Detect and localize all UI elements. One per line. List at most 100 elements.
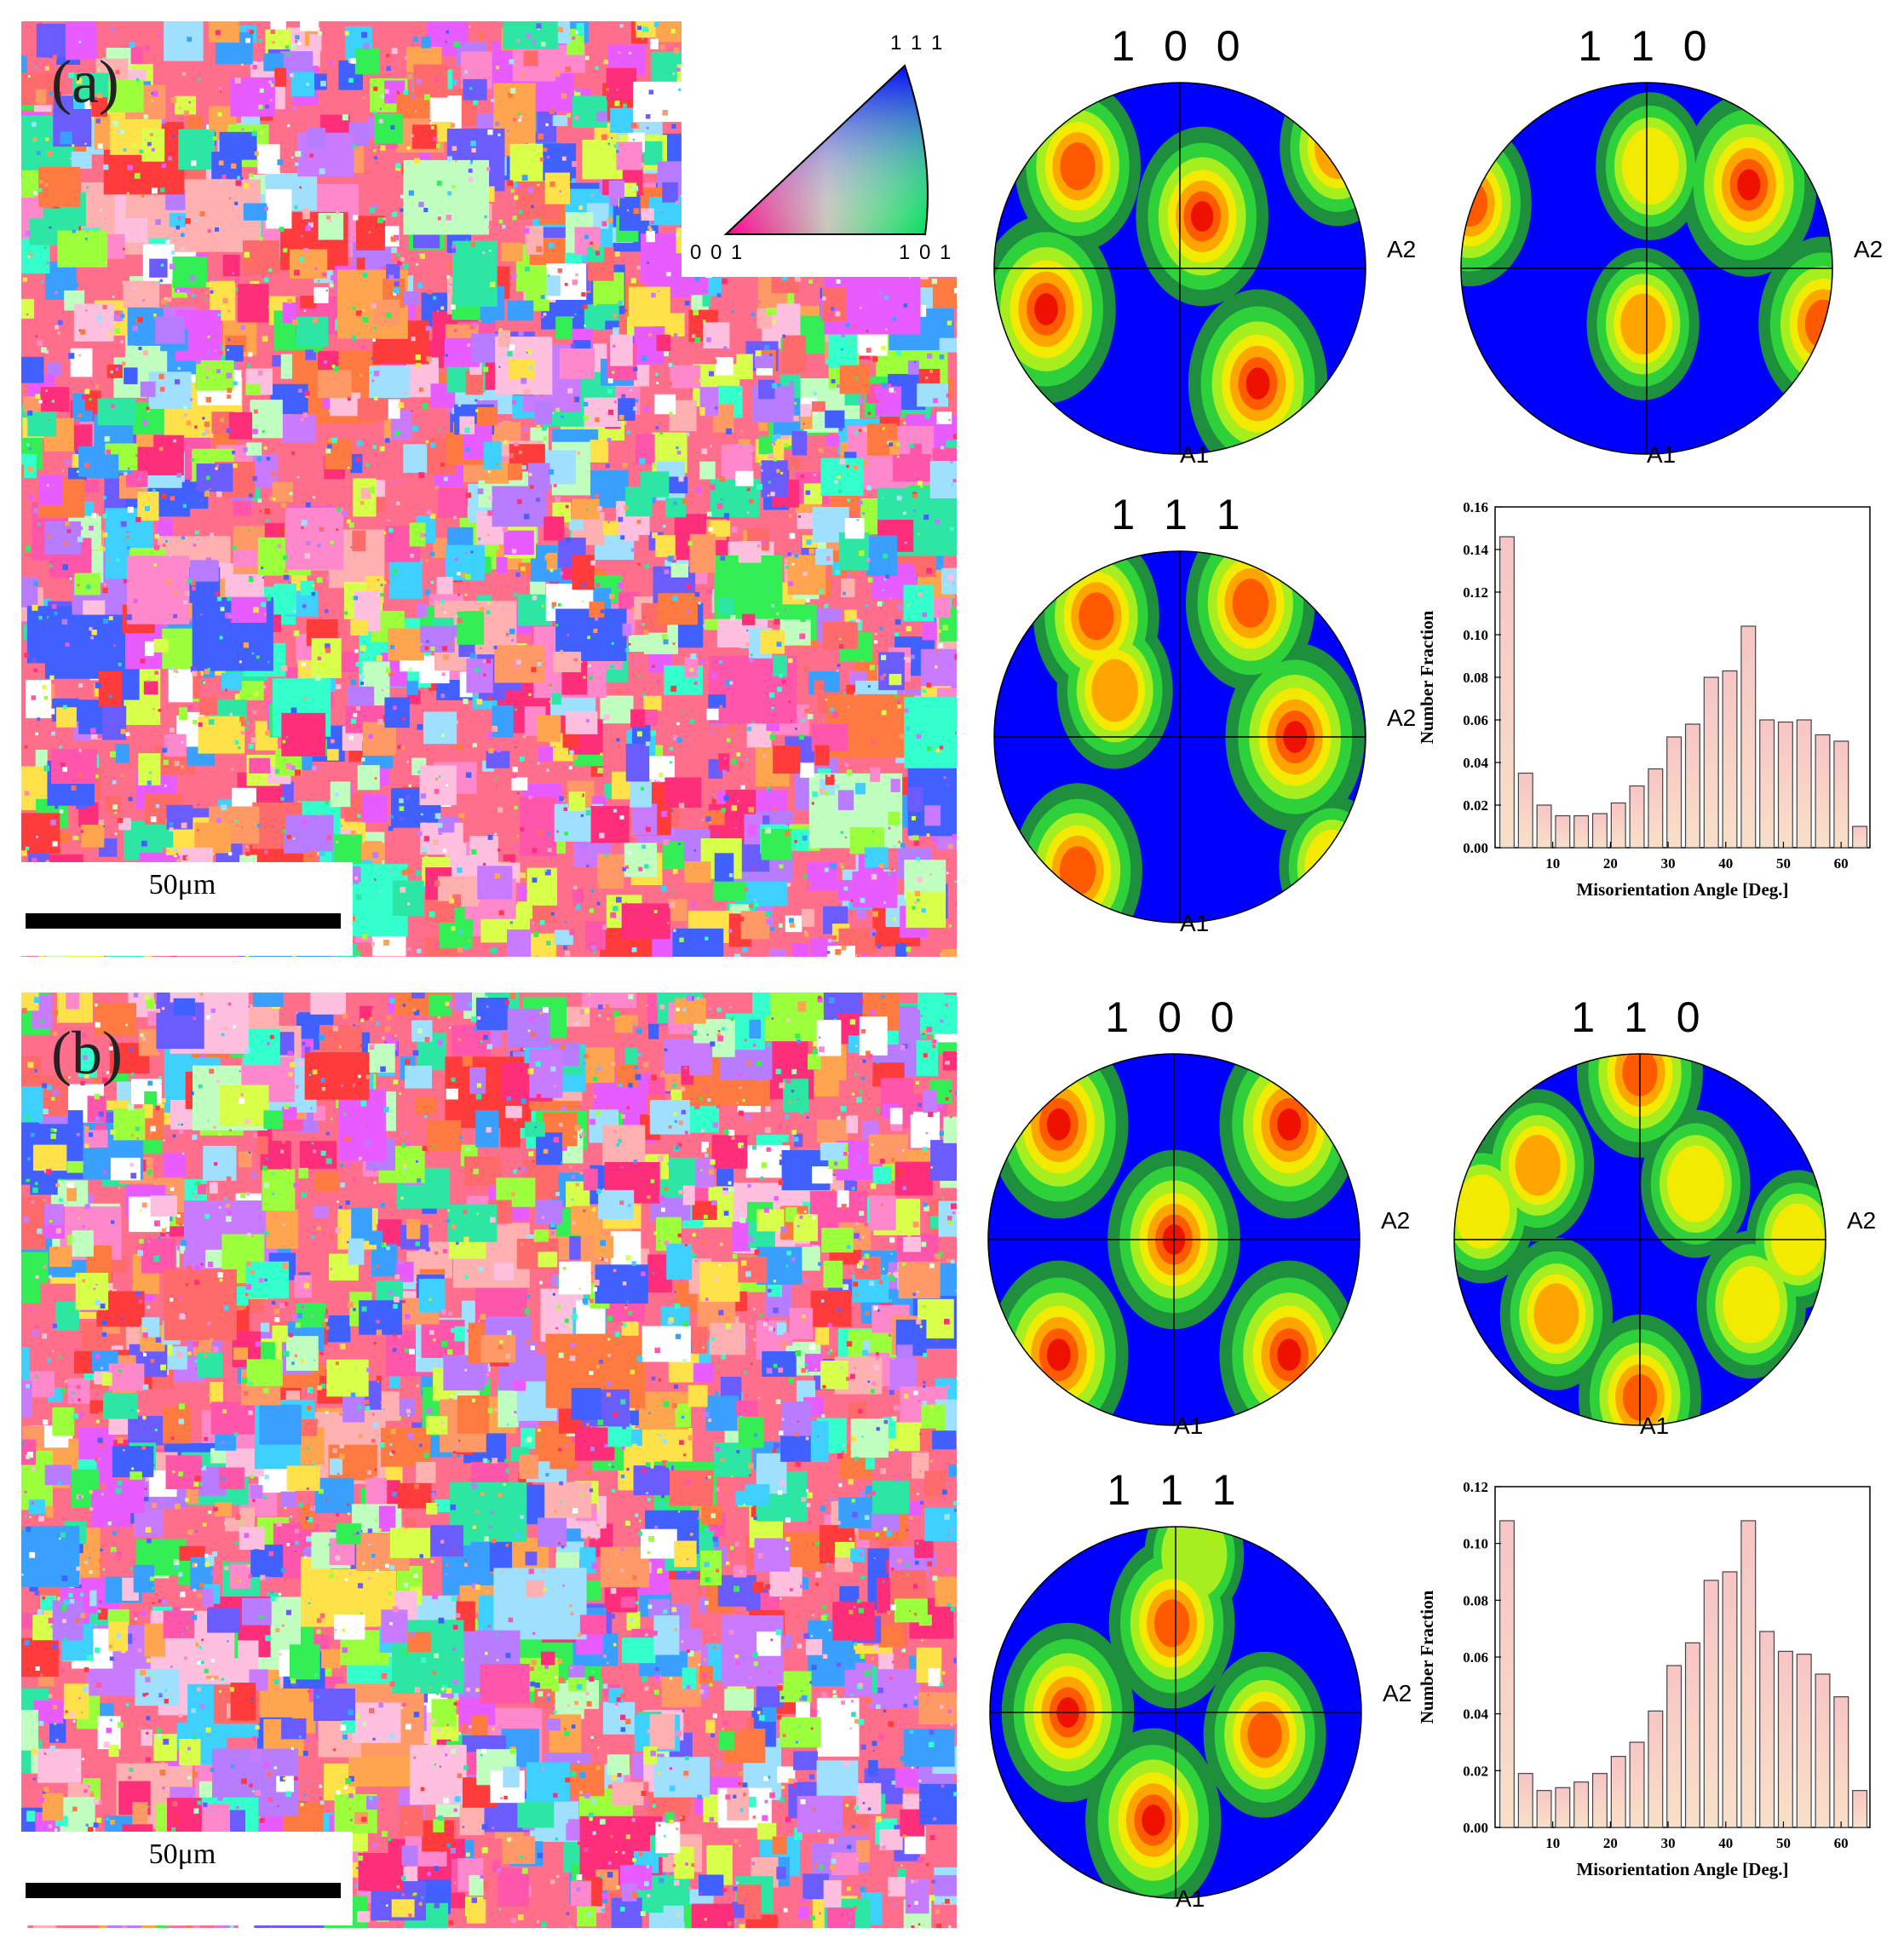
x-tick-label: 30 <box>1661 1835 1676 1851</box>
histogram-bar <box>1684 1642 1700 1828</box>
histogram-bar <box>1796 719 1812 849</box>
histogram-bar <box>1610 1756 1626 1828</box>
panel-label-a: (a) <box>51 48 119 116</box>
histogram-bar <box>1573 1781 1590 1828</box>
x-tick-label: 40 <box>1718 1835 1733 1851</box>
histogram-bar <box>1610 802 1626 849</box>
histogram-bar <box>1498 536 1515 849</box>
y-tick-label: 0.04 <box>1463 755 1488 771</box>
panel-label-b: (b) <box>51 1019 123 1087</box>
pole-figure-title: 1 1 1 <box>1111 491 1249 538</box>
histogram-bar <box>1759 1631 1775 1828</box>
histogram-bar <box>1852 1790 1868 1828</box>
histogram-bar <box>1722 1571 1738 1828</box>
pole-figure-b-110: 1 1 0 A2 A1 <box>1452 993 1876 1444</box>
histogram-bar <box>1591 1773 1608 1828</box>
pole-figure-a-100: 1 0 0 A2 A1 <box>992 21 1416 473</box>
pole-figure-a-110: 1 1 0 A2 A1 <box>1459 21 1883 473</box>
histogram-bar <box>1833 740 1849 849</box>
y-tick-label: 0.06 <box>1463 712 1488 728</box>
y-tick-label: 0.00 <box>1463 840 1488 856</box>
histogram-bar <box>1815 734 1831 849</box>
pole-figure-title: 1 1 0 <box>1571 993 1709 1041</box>
pole-figure-title: 1 1 0 <box>1578 22 1716 70</box>
pole-figure-axis-a1: A1 <box>1647 441 1677 468</box>
pole-figure-axis-a1: A1 <box>1640 1413 1670 1439</box>
x-tick-label: 10 <box>1545 855 1560 872</box>
scale-bar-label-b: 50μm <box>148 1839 216 1870</box>
y-tick-label: 0.08 <box>1463 1592 1488 1608</box>
x-tick-label: 20 <box>1603 855 1618 872</box>
ipf-orientation-map-b <box>21 993 957 1928</box>
x-tick-label: 30 <box>1661 855 1676 872</box>
orientation-map-canvas-b <box>21 993 957 1928</box>
histogram-bar <box>1536 804 1552 849</box>
pole-figure-plot <box>993 550 1366 924</box>
scale-bar-b: 50μm <box>12 1832 353 1925</box>
y-tick-label: 0.12 <box>1463 584 1488 601</box>
pole-figure-axis-a1: A1 <box>1174 1413 1204 1439</box>
pole-figure-axis-a2: A2 <box>1387 705 1417 731</box>
pole-figure-axis-a1: A1 <box>1176 1885 1205 1912</box>
y-tick-label: 0.02 <box>1463 1763 1488 1779</box>
panel-b: (b) 50μm 1 0 0 A2 A1 1 1 0 A2 A1 1 1 1 A… <box>0 971 1904 1945</box>
panel-a: 1 1 1 0 0 1 1 0 1 (a) 50μm 1 0 0 A2 A1 1… <box>0 0 1904 971</box>
scale-bar-label-a: 50μm <box>148 869 216 901</box>
y-tick-label: 0.06 <box>1463 1649 1488 1666</box>
histogram-bar <box>1796 1654 1812 1828</box>
misorientation-histogram-a: 0.00 0.02 0.04 0.06 0.08 0.10 0.12 0.14 0.16 10 20… <box>1417 499 1871 900</box>
pole-figure-title: 1 1 1 <box>1107 1466 1245 1514</box>
ipf-label-111: 1 1 1 <box>890 32 945 55</box>
pole-figure-title: 1 0 0 <box>1105 993 1243 1041</box>
pole-figure-axis-a1: A1 <box>1180 910 1210 936</box>
y-axis-label: Number Fraction <box>1417 1590 1437 1723</box>
histogram-bar <box>1573 814 1590 849</box>
x-tick-label: 40 <box>1718 855 1733 872</box>
histogram-bar <box>1722 670 1738 849</box>
scale-bar-a: 50μm <box>12 862 353 956</box>
y-tick-label: 0.08 <box>1463 670 1488 686</box>
x-tick-label: 50 <box>1776 1835 1791 1851</box>
x-axis-label: Misorientation Angle [Deg.] <box>1576 879 1788 900</box>
histogram-bar <box>1648 768 1664 849</box>
histogram-bar <box>1648 1710 1664 1828</box>
y-tick-label: 0.16 <box>1463 499 1488 515</box>
histogram-bar <box>1591 813 1608 849</box>
histogram-bar <box>1759 719 1775 849</box>
ipf-triangle <box>723 64 929 235</box>
scale-bar-line-b <box>26 1883 341 1898</box>
ipf-label-001: 0 0 1 <box>690 241 745 264</box>
histogram-bar <box>1555 1787 1571 1828</box>
histogram-bar <box>1815 1673 1831 1828</box>
scale-bar-line-a <box>26 913 341 929</box>
histogram-bar <box>1629 1741 1645 1828</box>
histogram-bar <box>1536 1790 1552 1828</box>
histogram-bar <box>1498 1520 1515 1828</box>
y-tick-label: 0.00 <box>1463 1820 1488 1836</box>
histogram-bar <box>1740 625 1757 849</box>
pole-figure-b-100: 1 0 0 A2 A1 <box>987 993 1410 1444</box>
histogram-bar <box>1666 1665 1683 1828</box>
pole-figure-plot <box>987 1053 1360 1426</box>
histogram-bar <box>1555 814 1571 849</box>
histogram-bar <box>1703 1580 1719 1828</box>
pole-figure-a-111: 1 1 1 A2 A1 <box>992 490 1416 941</box>
y-tick-label: 0.02 <box>1463 797 1488 814</box>
histogram-bar <box>1777 1650 1793 1828</box>
histogram-bar <box>1517 772 1533 849</box>
y-tick-label: 0.14 <box>1463 542 1488 558</box>
histogram-bar <box>1703 676 1719 849</box>
pole-figure-title: 1 0 0 <box>1111 22 1249 70</box>
pole-figure-b-111: 1 1 1 A2 A1 <box>988 1465 1412 1917</box>
histogram-bar <box>1833 1696 1849 1828</box>
pole-figure-axis-a2: A2 <box>1383 1680 1412 1706</box>
histogram-bar <box>1629 785 1645 849</box>
pole-figure-plot <box>1453 1053 1826 1426</box>
histogram-bar <box>1666 736 1683 849</box>
misorientation-histogram-b: 0.00 0.02 0.04 0.06 0.08 0.10 0.12 10 20 30 40 50 60… <box>1417 1479 1871 1879</box>
pole-figure-plot <box>989 1526 1362 1899</box>
ipf-color-key: 1 1 1 0 0 1 1 0 1 <box>682 21 958 277</box>
histogram-bar <box>1517 1773 1533 1828</box>
x-tick-label: 60 <box>1834 855 1849 872</box>
x-tick-label: 10 <box>1545 1835 1560 1851</box>
